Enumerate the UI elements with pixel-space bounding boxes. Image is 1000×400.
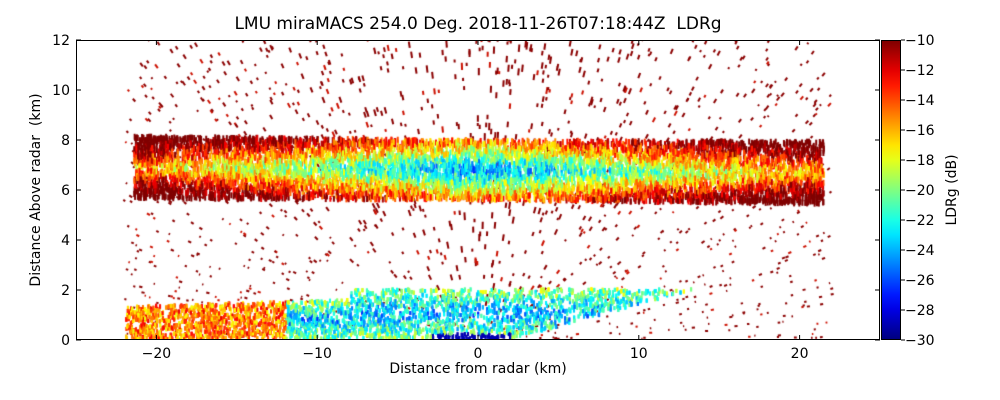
colorbar-tick-label: −22	[905, 213, 935, 229]
colorbar-tick-label: −30	[905, 333, 935, 349]
y-tick-label: 4	[61, 233, 70, 249]
chart-title: LMU miraMACS 254.0 Deg. 2018-11-26T07:18…	[234, 14, 722, 34]
x-tick-label: 0	[474, 346, 483, 362]
x-axis-label: Distance from radar (km)	[389, 361, 567, 377]
y-tick-label: 0	[61, 333, 70, 349]
colorbar-tick-label: −28	[905, 303, 935, 319]
colorbar-tick-label: −26	[905, 273, 935, 289]
colorbar-tick-label: −24	[905, 243, 935, 259]
colorbar-tick-label: −16	[905, 123, 935, 139]
y-tick-label: 6	[61, 183, 70, 199]
colorbar-tick-label: −10	[905, 33, 935, 49]
y-tick-label: 10	[52, 83, 70, 99]
y-tick-label: 12	[52, 33, 70, 49]
x-tick-label: −20	[142, 346, 172, 362]
y-tick-label: 2	[61, 283, 70, 299]
colorbar-tick-label: −12	[905, 63, 935, 79]
colorbar	[881, 40, 901, 340]
x-tick-label: −10	[302, 346, 332, 362]
colorbar-label: LDRg (dB)	[944, 154, 960, 226]
x-tick-label: 20	[791, 346, 809, 362]
colorbar-tick-label: −18	[905, 153, 935, 169]
colorbar-tick-label: −20	[905, 183, 935, 199]
y-axis-label: Distance Above radar (km)	[28, 93, 44, 287]
ldr-field-image	[77, 41, 879, 339]
x-tick-label: 10	[630, 346, 648, 362]
plot-area	[76, 40, 880, 340]
y-tick-label: 8	[61, 133, 70, 149]
colorbar-tick-label: −14	[905, 93, 935, 109]
